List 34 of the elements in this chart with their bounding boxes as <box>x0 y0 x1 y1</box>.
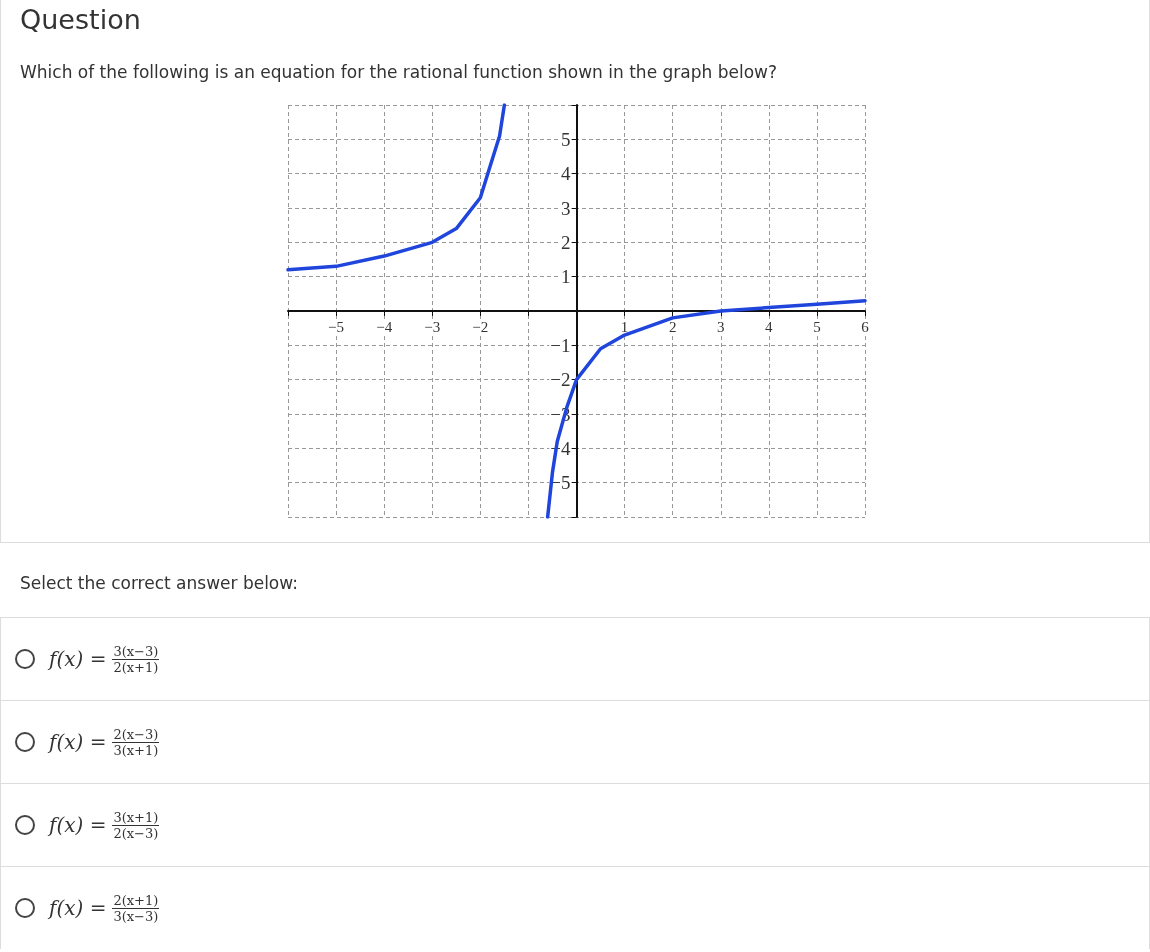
text: 3(x+1) <box>113 742 159 758</box>
chart-subtitle: Which of the following is an equation for the rational function shown in the graph below? <box>20 62 777 82</box>
x-tick-label: 2 <box>668 318 677 335</box>
line-series <box>286 103 507 272</box>
text: 2(x+1) <box>113 659 159 675</box>
text: 2(x+1) <box>112 892 160 909</box>
y-tick-label: −2 <box>550 369 571 391</box>
text: f(x) = <box>49 896 107 920</box>
x-tick-label: 3 <box>717 318 725 335</box>
x-tick-label: −5 <box>328 318 345 335</box>
text: 3(x−3) <box>113 908 159 924</box>
x-tick-label: −4 <box>376 318 393 335</box>
x-tick-label: 4 <box>765 318 774 335</box>
text: 3(x+1) <box>112 809 160 826</box>
x-tick-label: −3 <box>424 318 441 335</box>
text: 2(x−3) <box>112 726 160 743</box>
y-tick-label: 5 <box>561 128 571 150</box>
y-tick-label: 3 <box>561 197 571 219</box>
y-tick-label: 1 <box>561 266 571 288</box>
text: f(x) = <box>49 813 107 837</box>
chart-title: Question <box>20 4 141 35</box>
x-tick-label: 5 <box>813 318 821 335</box>
x-tick-label: 6 <box>861 318 870 335</box>
line-series <box>545 298 867 519</box>
text: f(x) = <box>49 730 107 754</box>
y-tick-label: 2 <box>561 231 571 253</box>
text: 3(x−3) <box>112 643 160 660</box>
x-tick-label: −2 <box>472 318 489 335</box>
text: 2(x−3) <box>113 825 159 841</box>
text: f(x) = <box>49 647 107 671</box>
text: Select the correct answer below: <box>20 573 298 593</box>
x-tick-label: 1 <box>620 318 629 335</box>
y-tick-label: −1 <box>550 334 571 356</box>
y-tick-label: 4 <box>561 163 571 185</box>
